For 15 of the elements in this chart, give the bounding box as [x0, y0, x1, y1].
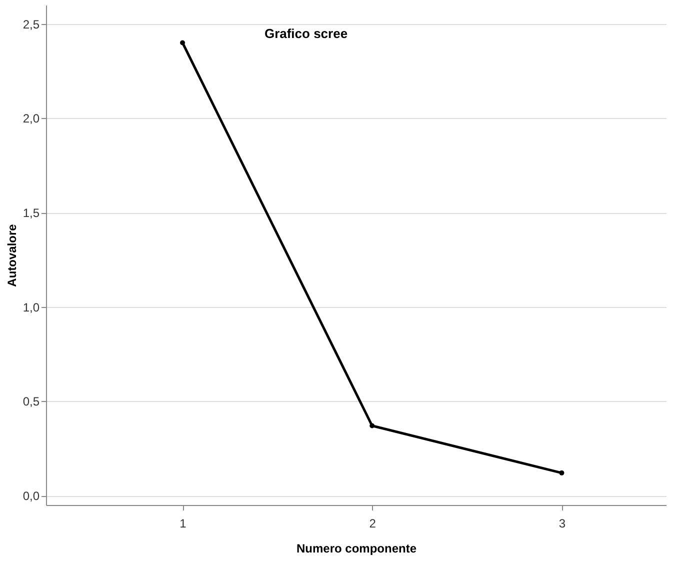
- y-axis-title: Autovalore: [4, 224, 19, 287]
- y-tick-label: 2,0: [22, 112, 40, 126]
- x-axis-title: Numero componente: [296, 542, 417, 556]
- x-tick-label: 3: [558, 516, 566, 530]
- point: [370, 423, 375, 428]
- point: [180, 40, 186, 46]
- y-tick-label: 0,5: [22, 394, 40, 409]
- x-tick-label: 1: [180, 516, 187, 530]
- y-tick-label: 1,0: [22, 300, 40, 314]
- x-tick-label: 2: [369, 516, 376, 530]
- text: Grafico scree: [264, 26, 348, 41]
- y-tick-label: 2,5: [22, 17, 40, 32]
- y-tick-label: 1,5: [22, 206, 40, 220]
- y-tick-label: 0,0: [22, 489, 40, 504]
- point: [559, 470, 564, 476]
